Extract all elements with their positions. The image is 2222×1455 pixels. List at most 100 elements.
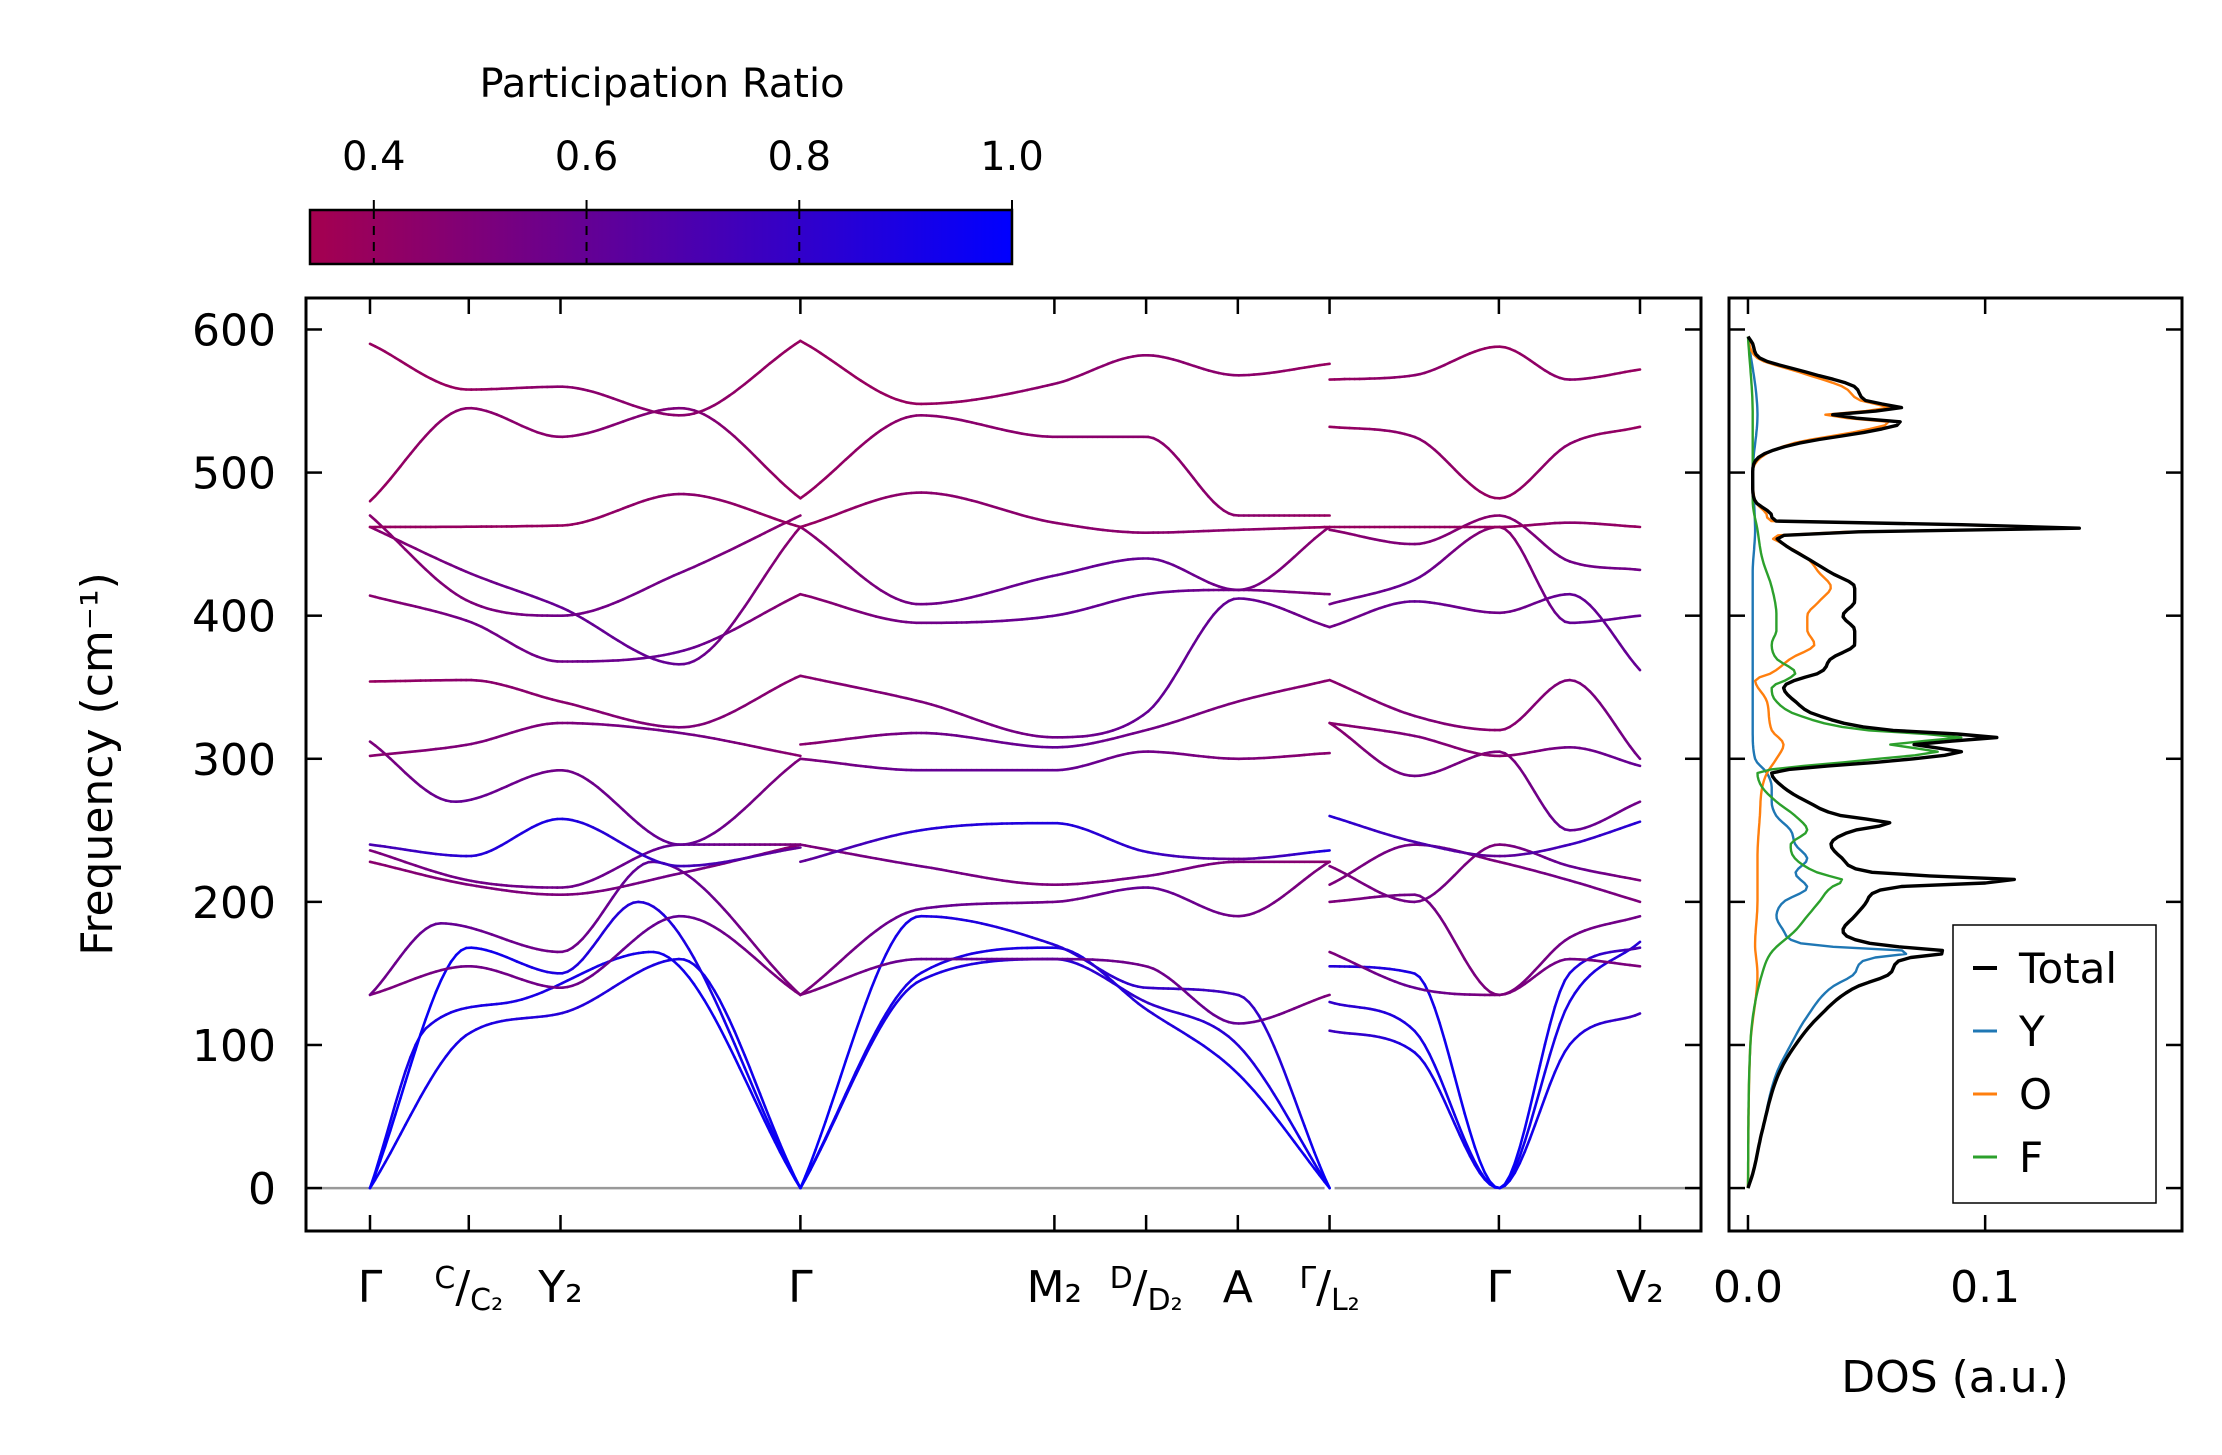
- band-branch-optic-590: [368, 339, 802, 417]
- band-segment: [1303, 1153, 1311, 1164]
- band-segment: [839, 1059, 848, 1078]
- band-segment: [733, 1056, 741, 1070]
- band-segment: [1272, 1045, 1281, 1060]
- y-tick-label: 200: [192, 878, 276, 929]
- band-segment: [738, 925, 747, 935]
- band-segment: [692, 956, 701, 969]
- band-segment: [894, 927, 903, 938]
- band-segment: [1298, 1110, 1306, 1127]
- dos-axes-ticks: 0.0 0.1: [1713, 298, 2182, 1313]
- band-segment: [388, 1113, 397, 1132]
- band-segment: [667, 918, 676, 928]
- band-segment: [753, 1098, 762, 1112]
- band-segment: [763, 566, 772, 578]
- band-segment: [1518, 1127, 1527, 1149]
- band-segment: [1323, 362, 1331, 366]
- band-segment: [383, 968, 392, 979]
- band-segment: [1463, 1138, 1472, 1153]
- band-segment: [383, 1151, 392, 1164]
- x-tick-label-split: C/C₂: [434, 1261, 503, 1318]
- band-branch-optic-c-255: [1328, 814, 1642, 858]
- band-segment: [793, 753, 802, 758]
- band-segment: [758, 1102, 767, 1117]
- band-segment: [884, 1008, 893, 1020]
- band-segment: [1443, 1038, 1451, 1060]
- band-segment: [1553, 1059, 1562, 1074]
- band-segment: [1453, 1122, 1461, 1137]
- band-segment: [768, 1130, 777, 1144]
- band-segment: [723, 626, 731, 636]
- band-segment: [1252, 1062, 1261, 1073]
- band-segment: [1308, 1160, 1316, 1170]
- band-segment: [687, 976, 696, 986]
- band-branch-optic-b-575: [799, 339, 1331, 406]
- band-segment: [1633, 940, 1642, 948]
- band-segment: [1257, 1095, 1266, 1104]
- band-segment: [393, 955, 402, 965]
- y-tick-label: 0: [248, 1164, 276, 1215]
- band-segment: [1633, 568, 1642, 572]
- band-segment: [1318, 1163, 1326, 1179]
- band-branch-optic-b-462: [799, 491, 1331, 535]
- band-branch-optic-210: [368, 843, 802, 897]
- band-segment: [1308, 1153, 1316, 1165]
- band-segment: [728, 1045, 736, 1059]
- band-segment: [788, 531, 797, 541]
- band-segment: [773, 552, 782, 563]
- band-segment: [606, 918, 615, 928]
- band-segment: [1277, 1101, 1286, 1113]
- band-segment: [1633, 800, 1642, 806]
- band-segment: [849, 1070, 858, 1085]
- band-segment: [1543, 594, 1552, 607]
- band-segment: [854, 1015, 863, 1033]
- band-segment: [1538, 799, 1547, 810]
- band-segment: [1247, 1000, 1256, 1010]
- band-segment: [1628, 744, 1637, 755]
- band-segment: [1633, 614, 1642, 618]
- band-segment: [404, 1114, 412, 1127]
- band-segment: [1458, 949, 1466, 961]
- band-segment: [1313, 1162, 1321, 1174]
- colorbar-title: Participation Ratio: [479, 61, 844, 107]
- band-segment: [1448, 931, 1456, 943]
- band-segment: [399, 458, 407, 468]
- band-segment: [1428, 993, 1436, 1010]
- band-segment: [429, 1069, 438, 1081]
- band-branch-optic-b-300: [799, 750, 1331, 772]
- band-segment: [1272, 1093, 1281, 1104]
- band-segment: [1197, 483, 1205, 493]
- band-segment: [1568, 991, 1577, 1003]
- band-segment: [1298, 1147, 1306, 1157]
- band-segment: [1458, 1133, 1466, 1147]
- band-segment: [814, 1134, 822, 1152]
- band-segment: [1443, 922, 1451, 935]
- band-segment: [748, 937, 757, 947]
- band-segment: [1453, 1075, 1461, 1097]
- band-segment: [1323, 1175, 1331, 1190]
- band-segment: [1172, 668, 1180, 680]
- band-segment: [1563, 1043, 1572, 1053]
- band-segment: [1262, 1023, 1271, 1037]
- dos-x-axis-label: DOS (a.u.): [1841, 1352, 2069, 1403]
- band-segment: [1528, 1124, 1537, 1141]
- band-segment: [677, 932, 686, 943]
- band-segment: [1523, 1107, 1532, 1131]
- dos-lines: [1746, 335, 2081, 1189]
- band-segment: [1553, 1022, 1562, 1040]
- band-segment: [1603, 621, 1612, 632]
- legend-label: Total: [2018, 944, 2117, 993]
- band-segment: [702, 976, 711, 990]
- band-segment: [682, 969, 691, 979]
- band-segment: [1468, 1129, 1477, 1149]
- legend-label: F: [2019, 1133, 2043, 1182]
- band-segment: [743, 1077, 752, 1091]
- band-segment: [899, 983, 908, 993]
- band-segment: [1533, 574, 1542, 588]
- band-segment: [1518, 766, 1527, 778]
- band-segment: [1528, 564, 1537, 578]
- x-tick-label: Y₂: [537, 1262, 583, 1313]
- band-segment: [707, 986, 716, 1000]
- band-segment: [702, 998, 711, 1010]
- legend-label: O: [2019, 1070, 2052, 1119]
